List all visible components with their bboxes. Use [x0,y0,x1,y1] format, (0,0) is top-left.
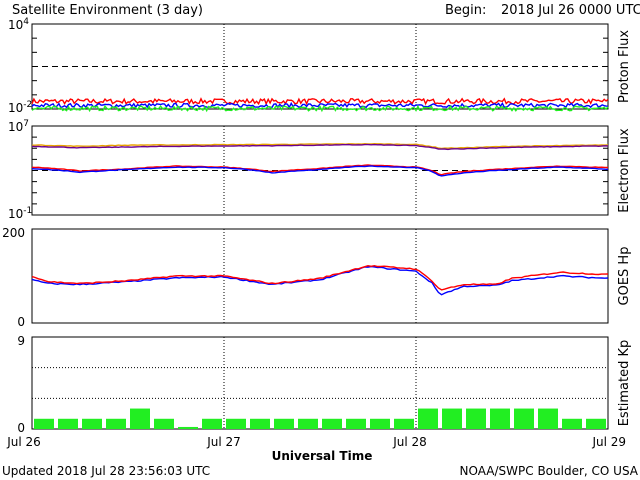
y-tick-label: 9 [17,334,25,348]
kp-bar [418,408,438,429]
kp-bar [514,408,534,429]
kp-bar [130,408,150,429]
kp-bar [370,418,390,429]
x-tick-label: Jul 27 [206,435,241,449]
series-line-purple [31,143,609,151]
series-line-blue [31,101,609,109]
series-line-blue [31,265,609,296]
y-axis-label: Proton Flux [617,30,632,103]
y-axis-label: GOES Hp [617,247,632,306]
kp-bar [226,418,246,429]
x-axis: Jul 26 Jul 27 Jul 28 Jul 29 [6,435,626,449]
begin-value: 2018 Jul 26 0000 UTC [501,3,640,18]
x-tick-label: Jul 29 [591,435,626,449]
panel-frame [31,23,609,110]
y-tick-exponent: 4 [23,17,29,27]
kp-bar [154,418,174,429]
x-tick-label: Jul 28 [392,435,427,449]
kp-bar [322,418,342,429]
x-tick-label: Jul 26 [6,435,41,449]
kp-bar [466,408,486,429]
chart-title: Satellite Environment (3 day) [12,3,203,18]
y-tick-label: 10-2 [8,100,32,115]
y-tick-label: 0 [17,315,25,329]
y-tick-exponent: 7 [23,119,29,129]
updated-timestamp: Updated 2018 Jul 28 23:56:03 UTC [2,464,210,478]
kp-bar [394,418,414,429]
kp-bar [82,418,102,429]
kp-bar [538,408,558,429]
panel-frame [31,228,609,324]
series-line-green [31,104,609,113]
kp-bar [274,418,294,429]
kp-bar [106,418,126,429]
credit-text: NOAA/SWPC Boulder, CO USA [460,464,639,478]
series-line-red [31,97,609,106]
panel-1: 104 10-2 Proton Flux [8,17,632,115]
kp-bar [250,418,270,429]
begin-label: Begin: [445,3,486,18]
y-axis-label: Electron Flux [617,128,632,213]
y-axis-label: Estimated Kp [617,340,632,427]
kp-bar [442,408,462,429]
kp-bar [586,418,606,429]
kp-bar [34,418,54,429]
kp-bar [58,418,78,429]
panel-2: 107 10-1 Electron Flux [8,119,632,221]
kp-bar [178,426,198,429]
y-tick-label: 10-1 [8,206,32,221]
kp-bar [298,418,318,429]
series-line-red [31,264,609,291]
y-tick-label: 104 [8,17,29,32]
y-tick-label: 200 [2,226,25,240]
y-tick-label: 0 [17,421,25,435]
kp-bar [490,408,510,429]
chart-panels: 104 10-2 Proton Flux 107 10-1 Electron Flux 20… [2,17,632,435]
panel-4: 9 0 Estimated Kp [17,334,632,435]
series-line-blue [31,165,609,177]
kp-bar [346,418,366,429]
panel-frame [31,336,609,430]
panel-3: 200 0 GOES Hp [2,226,632,329]
x-axis-label: Universal Time [272,449,373,463]
y-tick-exponent: -2 [23,100,32,110]
y-tick-label: 107 [8,119,29,134]
kp-bar [562,418,582,429]
y-tick-exponent: -1 [23,206,32,216]
kp-bar [202,418,222,429]
